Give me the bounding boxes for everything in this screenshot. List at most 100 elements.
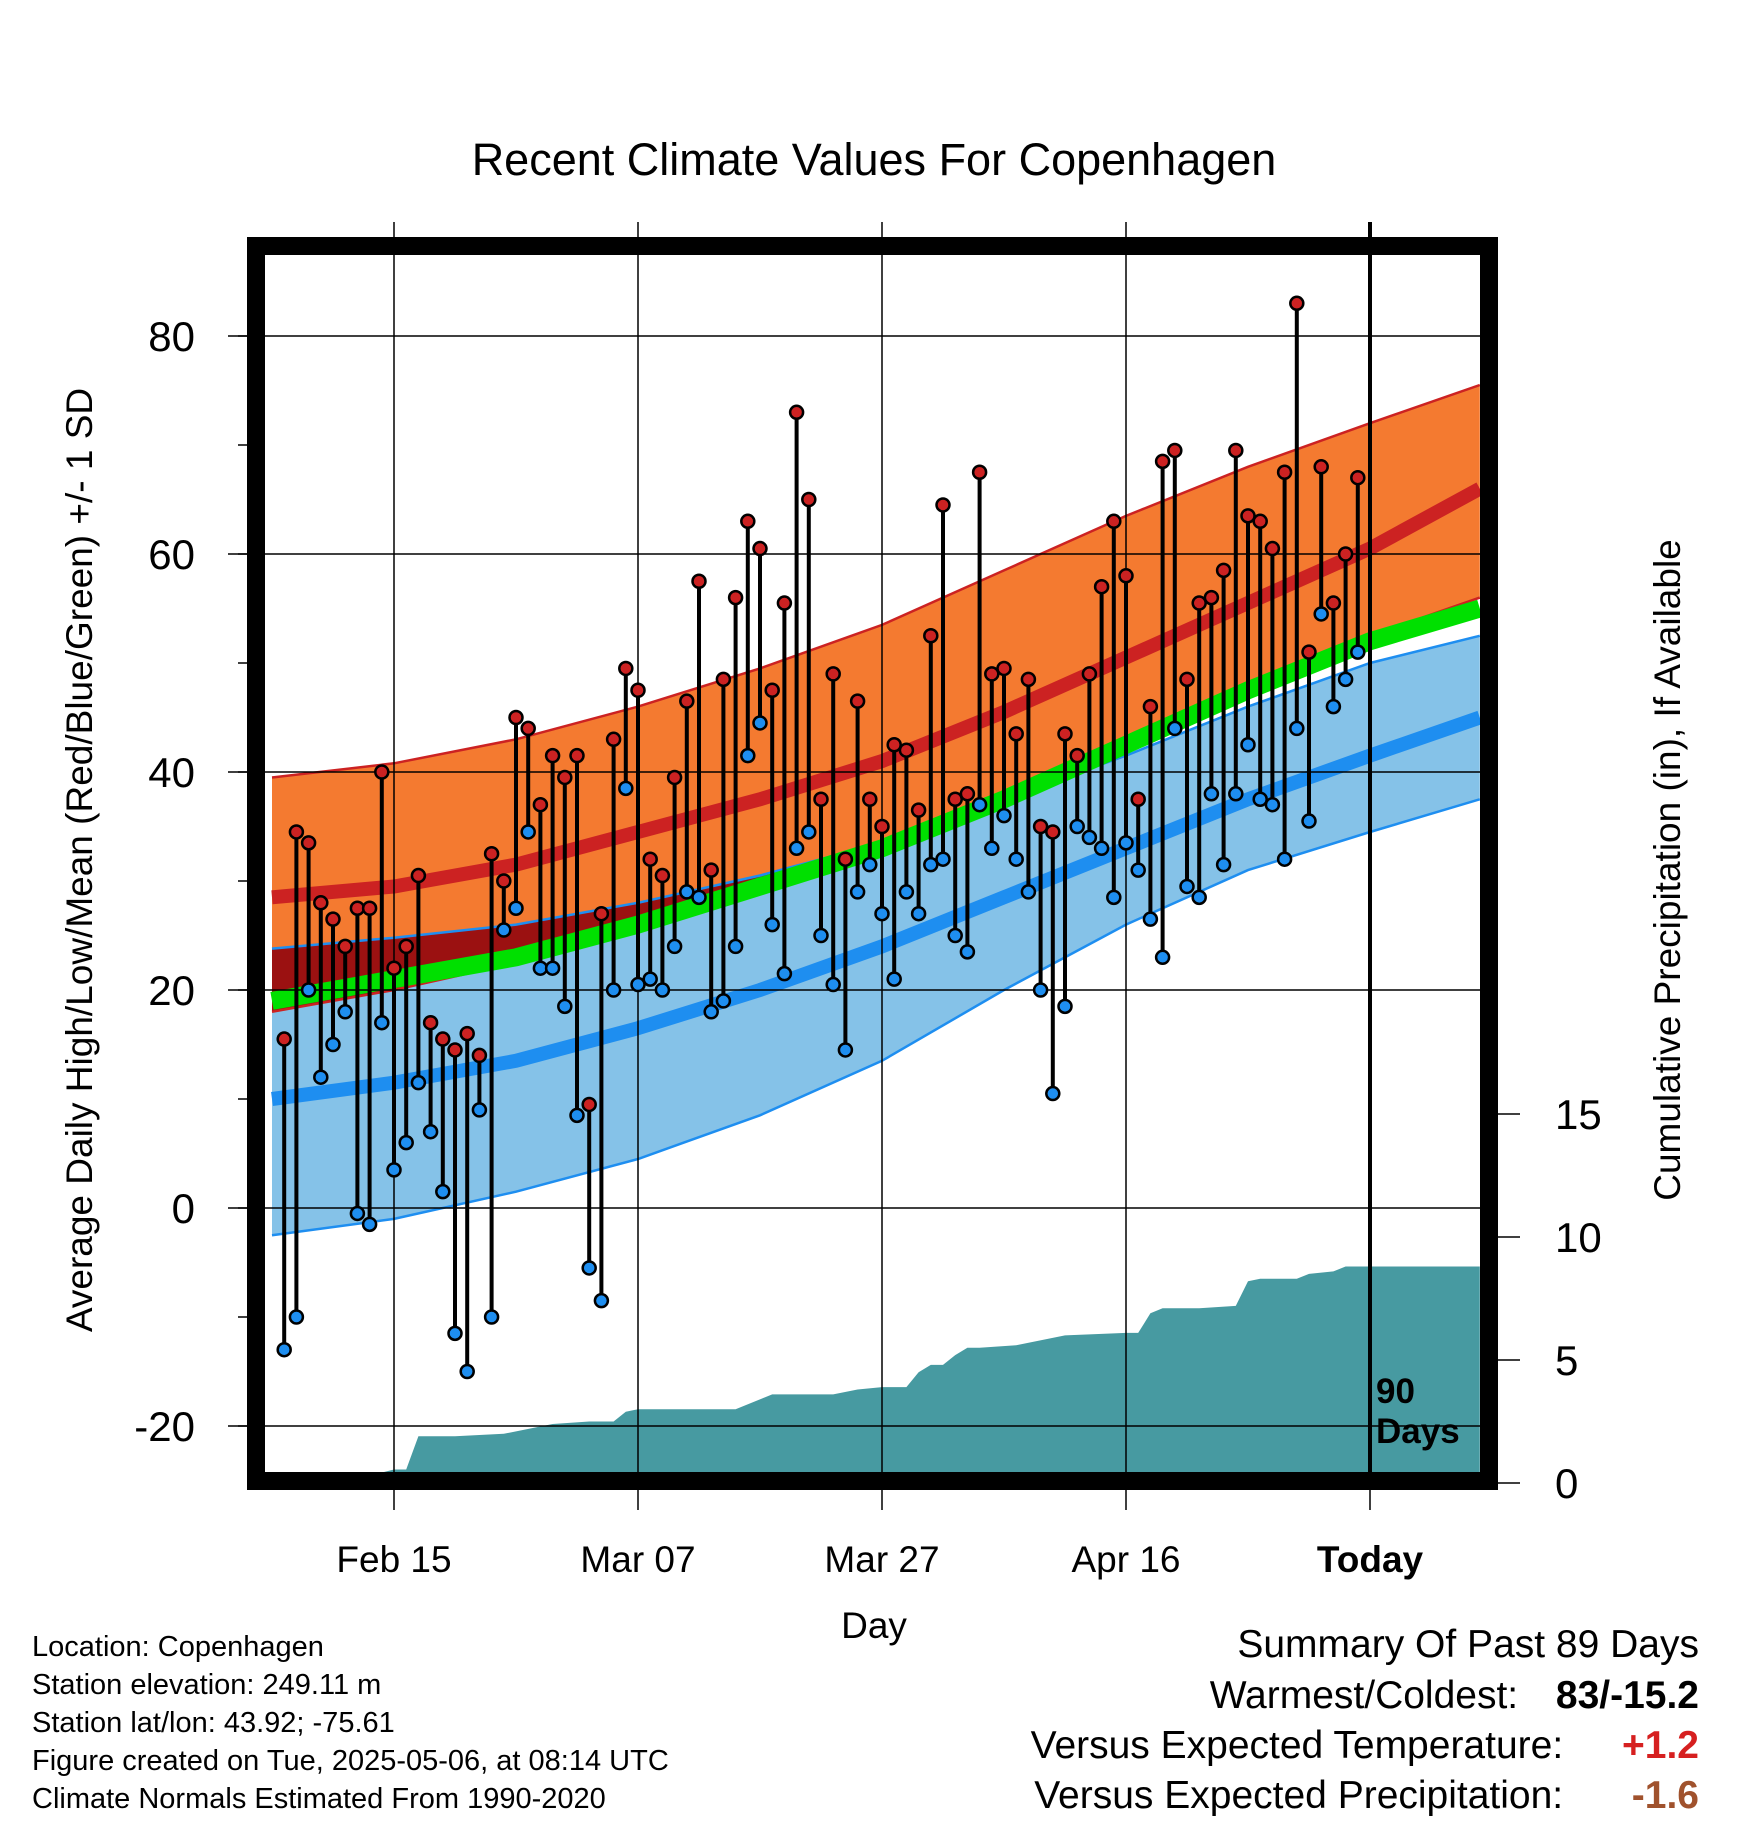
- daily-high-point: [532, 796, 549, 813]
- daily-high-point: [630, 682, 646, 698]
- daily-high-point: [1020, 671, 1037, 688]
- daily-values: [276, 295, 1366, 1380]
- daily-high-point: [520, 720, 536, 737]
- daily-high-point: [679, 693, 695, 709]
- daily-low-point: [1069, 818, 1085, 835]
- daily-low-point: [300, 982, 317, 998]
- daily-low-point: [569, 1107, 585, 1124]
- daily-high-point: [1130, 791, 1146, 807]
- period-label: Days: [1376, 1412, 1460, 1451]
- daily-high-point: [813, 791, 829, 807]
- daily-low-point: [752, 715, 768, 731]
- x-tick-label: Mar 07: [580, 1539, 695, 1580]
- summary-precipitation: Versus Expected Precipitation: -1.6: [1034, 1774, 1699, 1818]
- daily-low-point: [947, 927, 963, 944]
- daily-high-point: [1289, 295, 1305, 312]
- y2-tick-label: 10: [1555, 1214, 1602, 1261]
- y-tick-label: 80: [148, 313, 195, 360]
- daily-high-point: [1252, 513, 1268, 530]
- daily-low-point: [1264, 796, 1281, 813]
- info-created: Figure created on Tue, 2025-05-06, at 08…: [32, 1745, 669, 1777]
- daily-low-point: [959, 944, 976, 960]
- x-axis-label: Day: [841, 1605, 907, 1646]
- daily-low-point: [1325, 698, 1342, 715]
- daily-high-point: [1337, 546, 1354, 562]
- daily-low-point: [776, 965, 793, 982]
- x-tick-label: Apr 16: [1071, 1539, 1180, 1580]
- daily-low-point: [996, 807, 1012, 824]
- daily-high-point: [984, 666, 1000, 682]
- info-normals: Climate Normals Estimated From 1990-2020: [32, 1783, 606, 1815]
- daily-high-point: [752, 540, 768, 557]
- daily-high-point: [898, 742, 915, 758]
- daily-low-point: [1276, 851, 1293, 867]
- daily-high-point: [971, 464, 988, 480]
- daily-low-point: [740, 747, 756, 764]
- daily-high-point: [313, 895, 329, 911]
- daily-high-point: [959, 786, 976, 802]
- daily-high-point: [715, 671, 732, 688]
- summary-title: Summary Of Past 89 Days: [1237, 1623, 1699, 1666]
- info-latlon: Station lat/lon: 43.92; -75.61: [32, 1707, 395, 1739]
- daily-low-point: [410, 1074, 427, 1091]
- temp-value: +1.2: [1622, 1724, 1699, 1767]
- daily-high-point: [386, 960, 402, 976]
- daily-low-point: [1093, 840, 1110, 857]
- daily-high-point: [1106, 513, 1122, 530]
- daily-high-point: [605, 731, 622, 748]
- daily-high-point: [935, 497, 951, 513]
- y2-tick-label: 0: [1555, 1460, 1578, 1507]
- daily-low-point: [337, 1004, 353, 1020]
- warm-cold-value: 83/-15.2: [1555, 1674, 1699, 1717]
- station-info: Location: Copenhagen Station elevation: …: [32, 1628, 669, 1818]
- daily-low-point: [923, 856, 939, 873]
- daily-low-point: [422, 1123, 439, 1140]
- daily-low-point: [276, 1341, 292, 1358]
- daily-high-point: [910, 802, 927, 818]
- daily-high-point: [398, 938, 414, 955]
- daily-low-point: [862, 856, 878, 873]
- daily-low-point: [483, 1309, 500, 1325]
- daily-high-point: [1154, 453, 1171, 470]
- daily-low-point: [435, 1183, 451, 1200]
- daily-high-point: [1313, 459, 1329, 475]
- daily-high-point: [483, 846, 500, 862]
- daily-high-point: [471, 1047, 488, 1064]
- y2-axis-label: Cumulative Precipitation (in), If Availa…: [1647, 539, 1688, 1201]
- daily-low-point: [984, 840, 1000, 857]
- daily-low-point: [1008, 851, 1024, 867]
- daily-low-point: [935, 851, 951, 867]
- daily-low-point: [801, 824, 817, 840]
- summary-temperature: Versus Expected Temperature: +1.2: [1031, 1724, 1699, 1768]
- daily-low-point: [1301, 813, 1317, 829]
- daily-high-point: [1191, 595, 1207, 611]
- low-sd-band: [272, 635, 1480, 1236]
- warm-cold-label: Warmest/Coldest:: [1209, 1674, 1519, 1717]
- x-tick-label: Feb 15: [336, 1539, 451, 1580]
- info-elevation: Station elevation: 249.11 m: [32, 1669, 382, 1701]
- daily-low-point: [1020, 884, 1037, 900]
- daily-high-point: [1215, 562, 1232, 579]
- daily-low-point: [874, 905, 890, 922]
- daily-low-point: [715, 993, 732, 1009]
- daily-low-point: [1215, 856, 1232, 873]
- daily-low-point: [520, 824, 536, 840]
- daily-low-point: [557, 998, 573, 1015]
- summary-warm-cold: Warmest/Coldest: 83/-15.2: [1210, 1674, 1699, 1718]
- daily-high-point: [337, 938, 353, 955]
- daily-low-point: [508, 900, 524, 916]
- y2-tick-label: 5: [1555, 1337, 1578, 1384]
- daily-high-point: [801, 491, 817, 508]
- daily-low-point: [727, 938, 744, 955]
- y-tick-label: -20: [134, 1403, 195, 1450]
- daily-low-point: [1057, 998, 1073, 1015]
- plot-area: [270, 383, 1480, 1472]
- daily-low-point: [471, 1102, 488, 1118]
- daily-low-point: [1252, 791, 1268, 807]
- daily-low-point: [910, 905, 927, 922]
- daily-low-point: [1228, 786, 1244, 802]
- daily-high-point: [1142, 698, 1159, 715]
- daily-low-point: [361, 1216, 378, 1233]
- daily-low-point: [1240, 737, 1256, 753]
